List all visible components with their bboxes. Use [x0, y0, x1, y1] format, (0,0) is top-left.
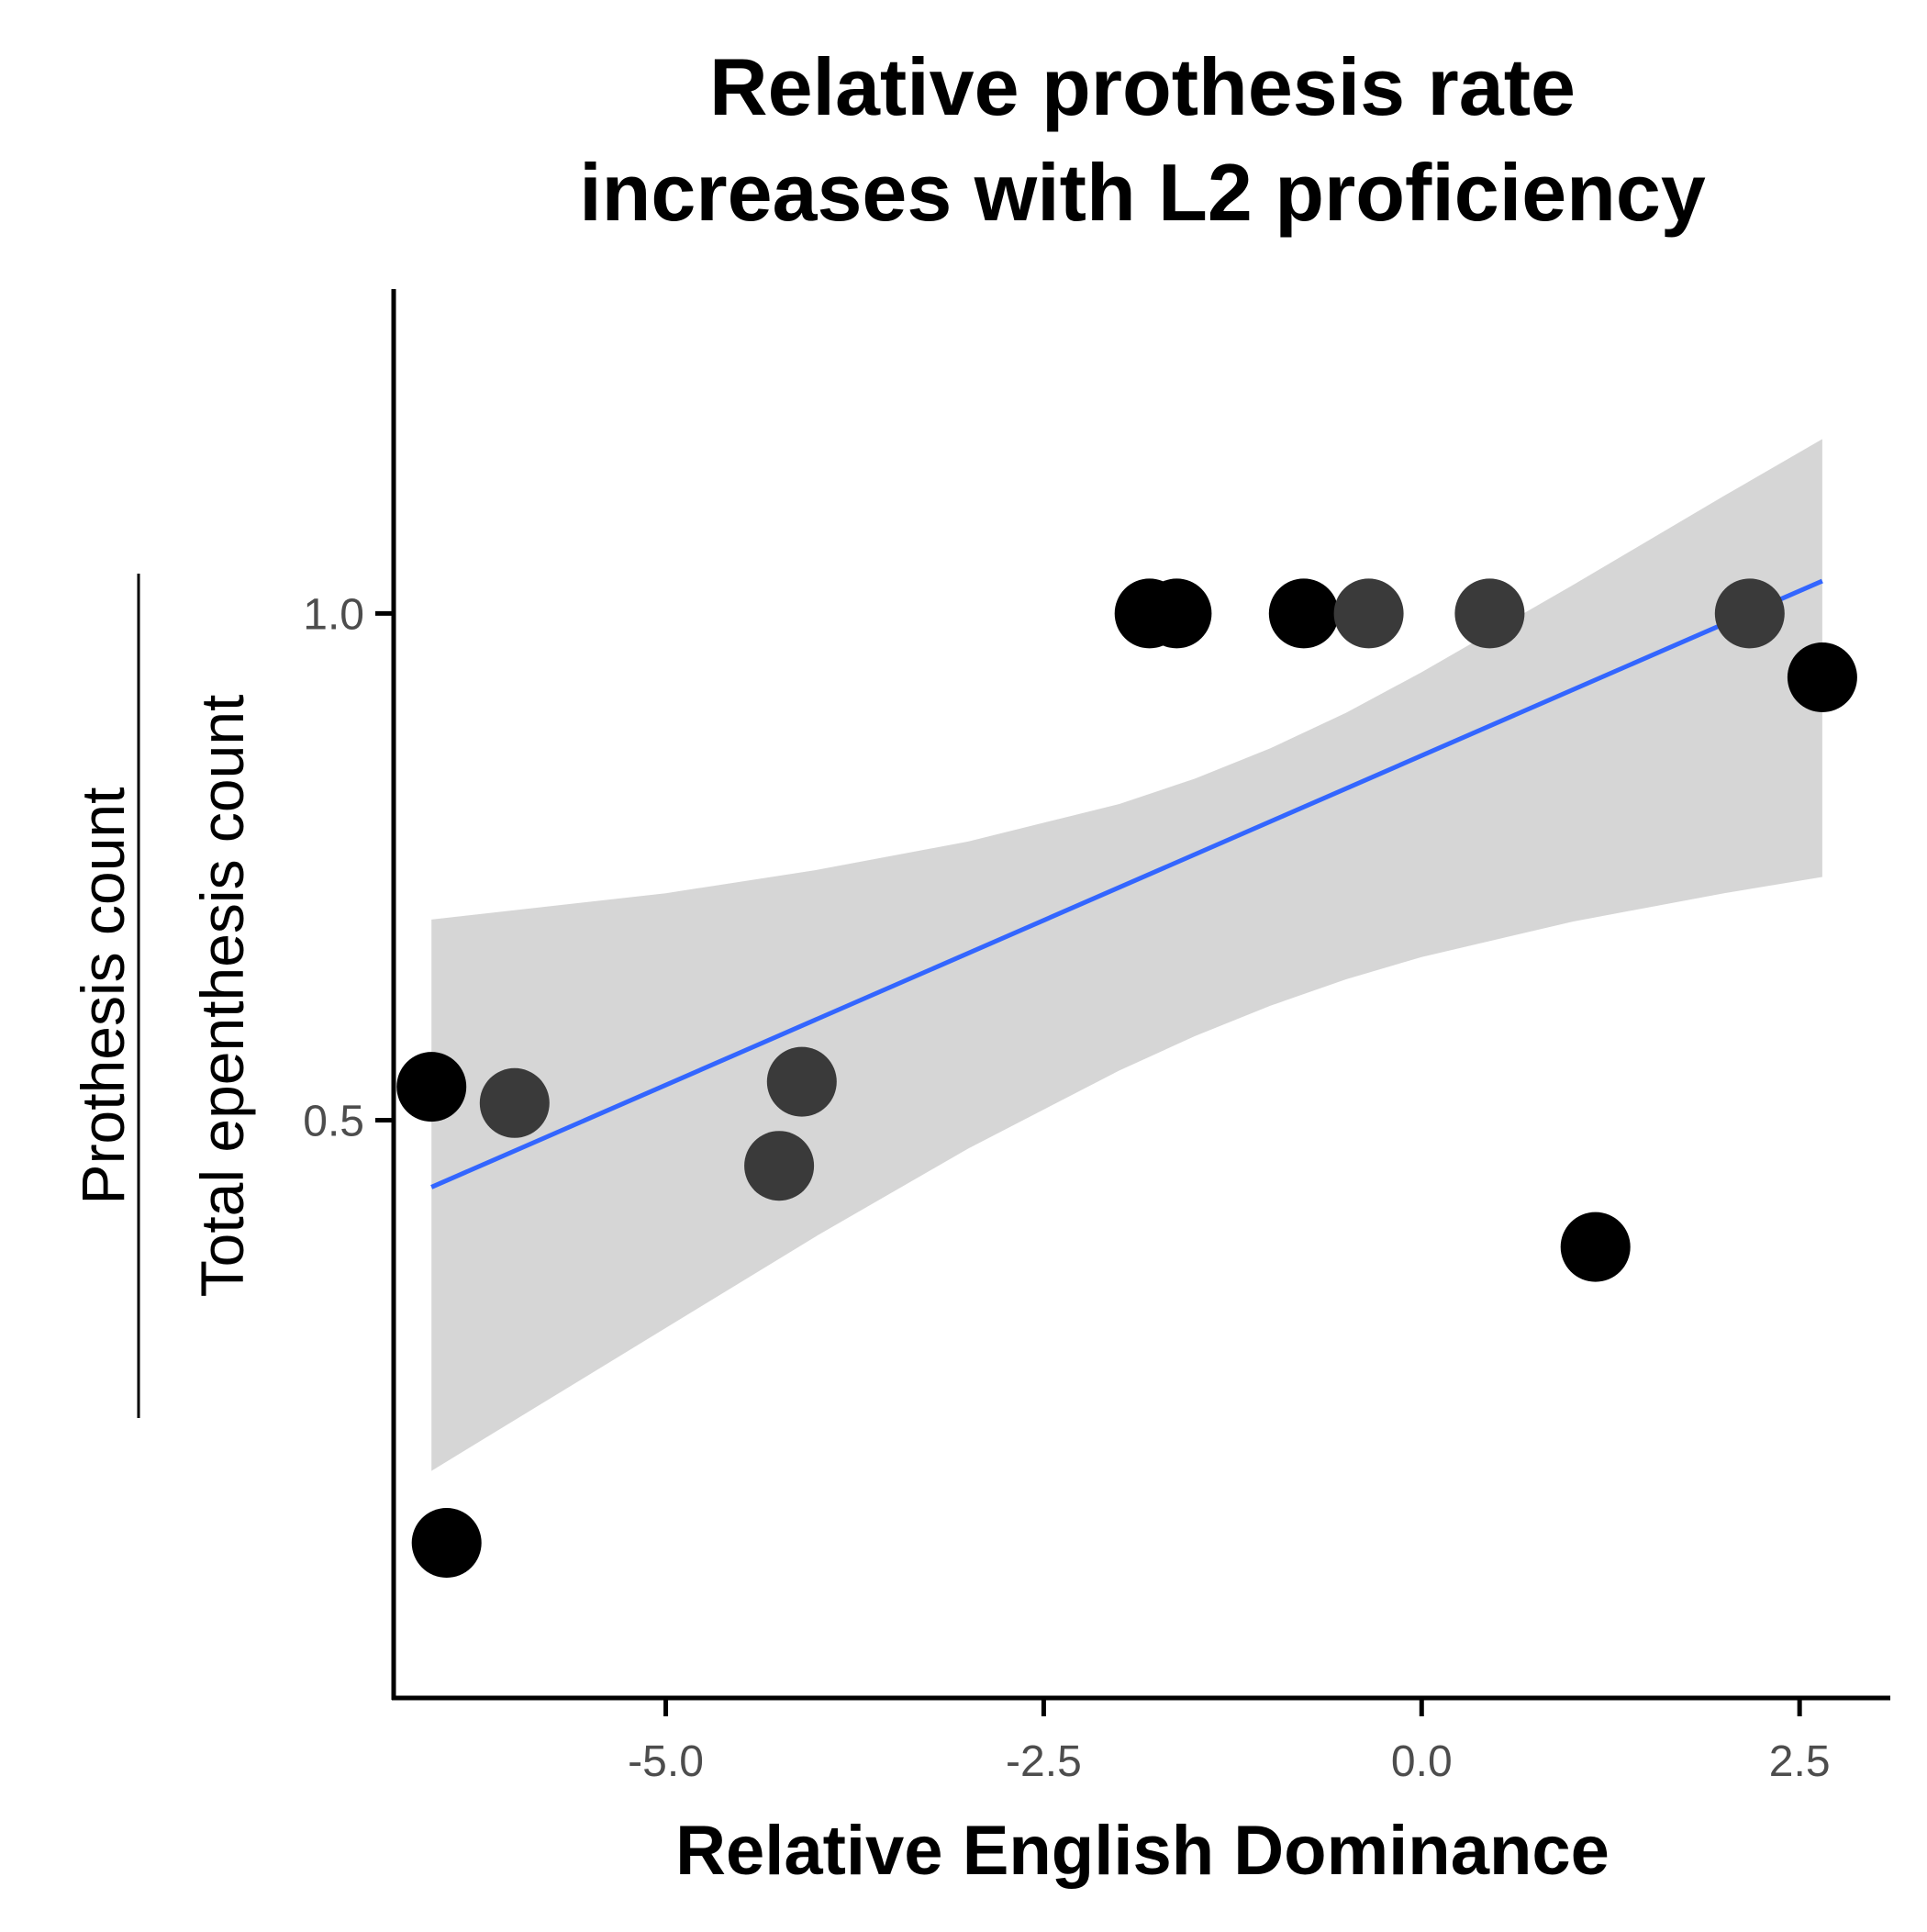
x-ticks-layer: -5.0 -2.5 0.0 2.5: [628, 1698, 1831, 1786]
y-tick-label: 0.5: [303, 1098, 364, 1146]
confidence-band: [431, 439, 1822, 1471]
data-point-8: [1268, 578, 1339, 649]
fit-line: [430, 578, 1823, 1189]
y-tick-label: 1.0: [303, 590, 364, 639]
y-axis-label-numerator: Prothesis count: [69, 787, 137, 1205]
x-tick-label: 0.0: [1391, 1737, 1453, 1786]
y-ticks-layer: 0.5 1.0: [303, 590, 394, 1146]
data-point-10: [1454, 578, 1525, 649]
chart-title-line-1: Relative prothesis rate: [709, 41, 1576, 132]
confidence-band-layer: [431, 439, 1822, 1471]
data-point-9: [1333, 578, 1404, 649]
data-point-13: [1787, 642, 1857, 712]
x-tick-label: -5.0: [628, 1737, 704, 1786]
y-axis-label-denominator: Total epenthesis count: [188, 695, 256, 1298]
data-point-5: [766, 1046, 837, 1117]
points-layer: [396, 578, 1857, 1578]
fit-line-layer: [430, 578, 1823, 1189]
data-point-2: [396, 1052, 467, 1122]
data-point-3: [479, 1067, 550, 1138]
data-point-12: [1714, 578, 1785, 649]
data-point-4: [744, 1131, 815, 1201]
chart-title-line-2: increases with L2 proficiency: [579, 147, 1706, 238]
data-point-7: [1142, 578, 1212, 649]
data-point-1: [411, 1508, 482, 1578]
x-axis-label: Relative English Dominance: [675, 1812, 1610, 1890]
data-point-11: [1560, 1212, 1631, 1282]
x-tick-label: 2.5: [1769, 1737, 1831, 1786]
y-axis-label: Prothesis count Total epenthesis count: [69, 574, 256, 1418]
x-tick-label: -2.5: [1006, 1737, 1082, 1786]
